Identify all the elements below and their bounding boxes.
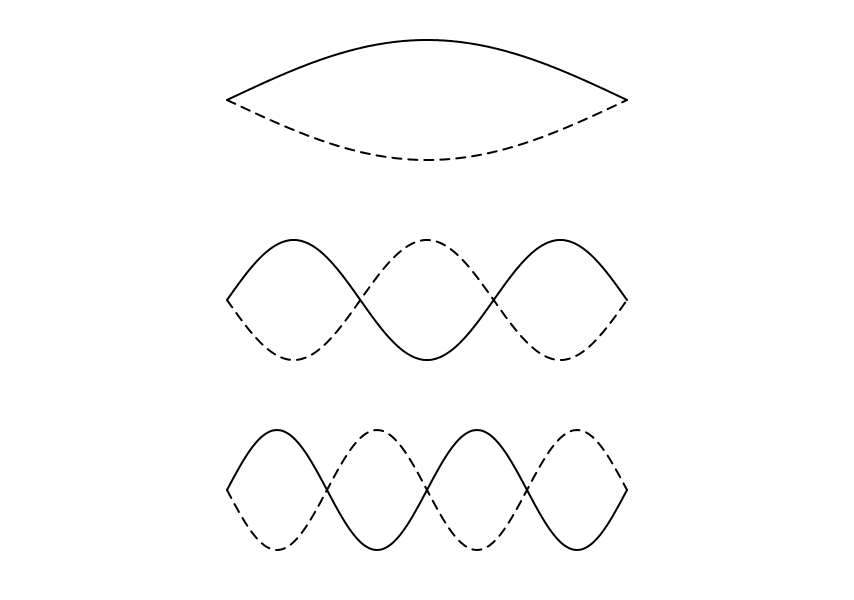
wave-harmonic-1 bbox=[227, 40, 627, 160]
wave-4-solid bbox=[227, 430, 627, 550]
wave-1-dashed bbox=[227, 100, 627, 160]
wave-3-solid bbox=[227, 240, 627, 360]
wave-harmonic-4 bbox=[227, 430, 627, 550]
wave-harmonic-3 bbox=[227, 240, 627, 360]
wave-1-solid bbox=[227, 40, 627, 100]
standing-waves-diagram bbox=[0, 0, 854, 600]
wave-3-dashed bbox=[227, 240, 627, 360]
